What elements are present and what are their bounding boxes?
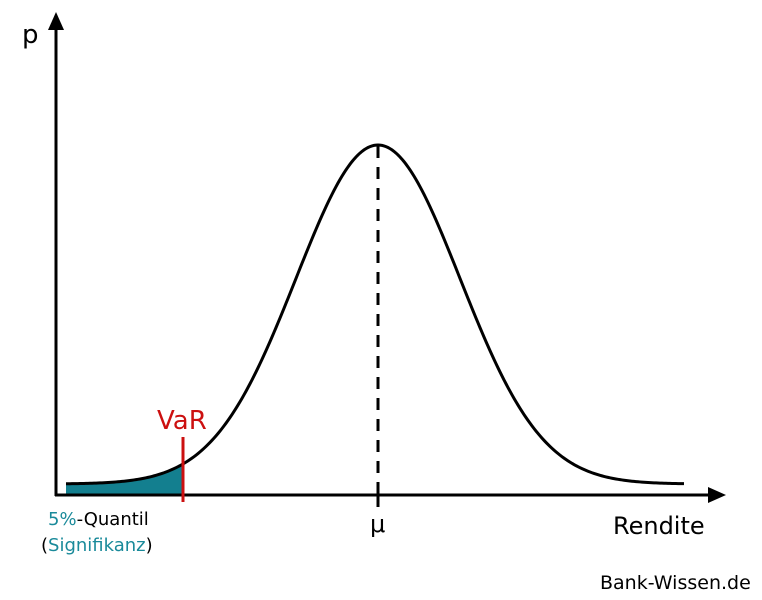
x-axis-label: Rendite — [613, 512, 705, 540]
significance-label: (Signifikanz) — [41, 537, 153, 555]
paren-close: ) — [145, 535, 153, 556]
quantile-suffix: -Quantil — [76, 509, 149, 530]
significance-text: Signifikanz — [48, 535, 146, 556]
x-axis-arrow — [708, 487, 726, 503]
mean-label: μ — [370, 510, 386, 538]
y-axis-arrow — [48, 12, 64, 30]
watermark: Bank-Wissen.de — [600, 572, 751, 594]
quantile-label: 5%-Quantil — [48, 511, 149, 529]
paren-open: ( — [41, 535, 49, 556]
distribution-curve — [65, 143, 685, 486]
tail-area — [66, 464, 183, 494]
var-label: VaR — [157, 406, 207, 436]
y-axis-label: p — [22, 20, 39, 50]
quantile-percent: 5% — [48, 509, 77, 530]
